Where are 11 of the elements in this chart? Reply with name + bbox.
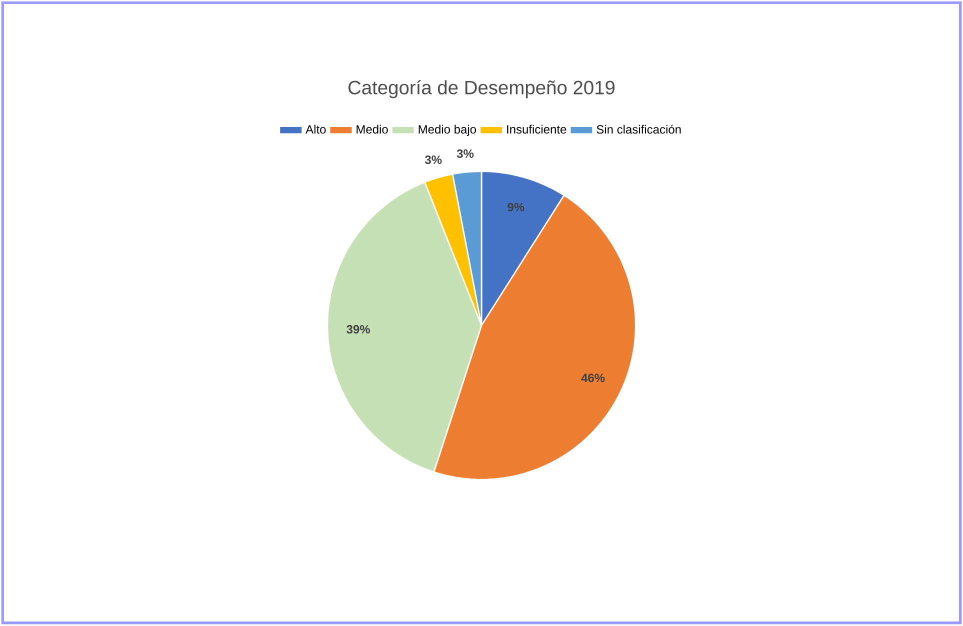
legend-label: Medio bajo	[418, 125, 476, 136]
legend-label: Sin clasificación	[596, 124, 681, 134]
data-label: 9%	[508, 203, 524, 212]
data-label: 3%	[456, 150, 474, 158]
data-label: 3%	[424, 156, 442, 164]
data-label: 39%	[346, 325, 370, 334]
legend-label: Medio	[356, 125, 388, 134]
legend-label: Insuficiente	[507, 125, 566, 134]
legend-label: Alto	[306, 125, 326, 134]
data-label: 46%	[581, 374, 605, 382]
chart-title: Categoría de Desempeño 2019	[348, 80, 615, 98]
